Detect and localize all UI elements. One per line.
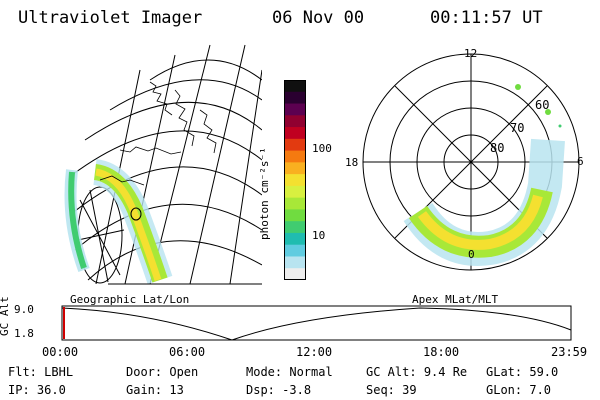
info-gcalt: GC Alt: 9.4 Re: [366, 365, 467, 379]
gc-altitude-curve: [61, 307, 572, 341]
mlt-label-0: 0: [468, 248, 475, 261]
timeline-xtick-1800: 18:00: [423, 345, 460, 359]
info-seq: Seq: 39: [366, 383, 417, 397]
lat-label-70: 70: [510, 121, 525, 135]
timeline-xtick-2359: 23:59: [551, 345, 588, 359]
time-label: 00:11:57 UT: [430, 8, 543, 28]
colorbar-swatch: [284, 91, 306, 105]
info-ip: IP: 36.0: [8, 383, 66, 397]
info-seq-value: 39: [402, 383, 417, 397]
info-dsp: Dsp: -3.8: [246, 383, 311, 397]
colorbar-swatch: [284, 174, 306, 187]
mlt-label-18: 18: [345, 156, 359, 169]
info-dsp-label: Dsp:: [246, 383, 275, 397]
colorbar-border: [284, 80, 306, 280]
colorbar-swatch: [284, 103, 306, 116]
colorbar-swatch: [284, 209, 306, 222]
mlt-label-12: 12: [464, 47, 478, 60]
colorbar-swatch: [284, 221, 306, 234]
info-mode-label: Mode:: [246, 365, 283, 379]
info-glat-label: GLat:: [486, 365, 523, 379]
colorbar-swatch: [284, 244, 306, 257]
colorbar-swatch: [284, 268, 306, 280]
lat-label-60: 60: [535, 98, 550, 112]
colorbar-tick-10: 10: [312, 229, 326, 242]
info-seq-label: Seq:: [366, 383, 395, 397]
colorbar-swatch: [284, 232, 306, 246]
info-gain: Gain: 13: [126, 383, 184, 397]
colorbar-swatch: [284, 185, 306, 199]
colorbar-swatch: [284, 162, 306, 175]
right-map-caption: Apex MLat/MLT: [412, 293, 499, 306]
info-ip-value: 36.0: [36, 383, 66, 397]
colorbar-swatch: [284, 138, 306, 152]
lat-label-80: 80: [490, 141, 505, 155]
info-gcalt-label: GC Alt:: [366, 365, 417, 379]
timeline-ytick-9: 9.0: [14, 303, 34, 316]
mlt-label-6: 6: [577, 155, 584, 168]
info-glat-value: 59.0: [529, 365, 559, 379]
info-glat: GLat: 59.0: [486, 365, 558, 379]
timeline-xtick-1200: 12:00: [296, 345, 333, 359]
colorbar-swatch: [284, 80, 306, 93]
left-map-caption: Geographic Lat/Lon: [70, 293, 190, 306]
info-glon-label: GLon:: [486, 383, 523, 397]
colorbar-tick-100: 100: [312, 142, 332, 155]
geographic-grid: [64, 44, 262, 284]
date-label: 06 Nov 00: [272, 8, 365, 28]
timeline-frame: [61, 305, 572, 341]
info-glon-value: 7.0: [529, 383, 552, 397]
info-gcalt-value: 9.4 Re: [423, 365, 468, 379]
info-flt: Flt: LBHL: [8, 365, 73, 379]
info-gain-label: Gain:: [126, 383, 163, 397]
colorbar-swatch: [284, 127, 306, 140]
info-flt-value: LBHL: [44, 365, 74, 379]
timeline-xtick-0600: 06:00: [169, 345, 206, 359]
colorbar-swatch: [284, 115, 306, 128]
info-dsp-value: -3.8: [282, 383, 312, 397]
colorbar-swatch: [284, 256, 306, 269]
timeline-ylabel: GC Alt: [0, 296, 11, 336]
info-door: Door: Open: [126, 365, 198, 379]
info-gain-value: 13: [169, 383, 184, 397]
timeline-xtick-0000: 00:00: [42, 345, 79, 359]
info-mode-value: Normal: [289, 365, 333, 379]
info-door-value: Open: [169, 365, 199, 379]
colorbar-swatch: [284, 150, 306, 163]
info-flt-label: Flt:: [8, 365, 37, 379]
polar-aurora-oval: [403, 84, 565, 266]
geo-coastlines: [99, 81, 217, 186]
info-mode: Mode: Normal: [246, 365, 333, 379]
instrument-title: Ultraviolet Imager: [18, 8, 203, 28]
timeline-ytick-1-8: 1.8: [14, 327, 34, 340]
colorbar: [284, 80, 306, 280]
info-ip-label: IP:: [8, 383, 30, 397]
info-door-label: Door:: [126, 365, 163, 379]
colorbar-swatch: [284, 197, 306, 210]
info-glon: GLon: 7.0: [486, 383, 551, 397]
